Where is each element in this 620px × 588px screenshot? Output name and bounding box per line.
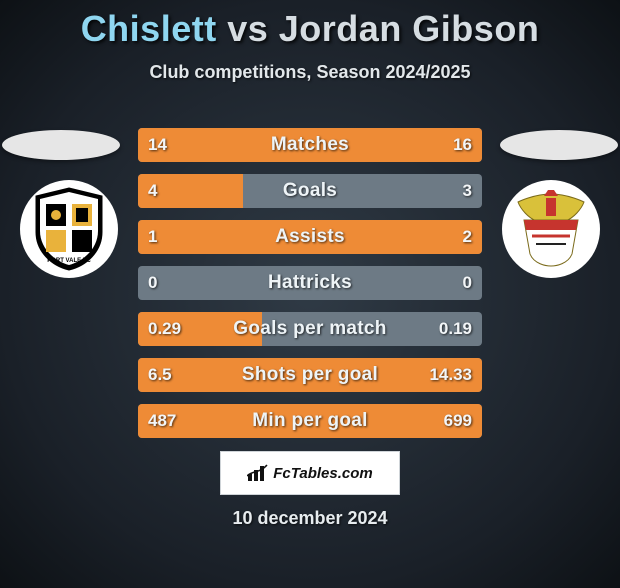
subtitle: Club competitions, Season 2024/2025 (0, 62, 620, 83)
player1-name: Chislett (81, 8, 217, 49)
club-badge-right (502, 180, 600, 278)
stat-label: Shots per goal (138, 358, 482, 392)
stat-row: 1416Matches (138, 128, 482, 162)
stat-row: 487699Min per goal (138, 404, 482, 438)
brand-box[interactable]: FcTables.com (220, 451, 400, 495)
brand-label: FcTables.com (273, 465, 372, 482)
comparison-title: Chislett vs Jordan Gibson (0, 8, 620, 50)
stat-label: Hattricks (138, 266, 482, 300)
player2-name: Jordan Gibson (279, 8, 540, 49)
shield-icon: PORT VALE FC (32, 186, 106, 272)
stat-row: 0.290.19Goals per match (138, 312, 482, 346)
stat-row: 12Assists (138, 220, 482, 254)
club-badge-left: PORT VALE FC (20, 180, 118, 278)
crest-icon (510, 188, 592, 270)
svg-text:PORT VALE FC: PORT VALE FC (47, 258, 91, 264)
player1-photo-placeholder (2, 130, 120, 160)
stat-label: Min per goal (138, 404, 482, 438)
stat-row: 6.514.33Shots per goal (138, 358, 482, 392)
stat-label: Goals (138, 174, 482, 208)
stats-table: 1416Matches 43Goals 12Assists 00Hattricks 0.… (138, 128, 482, 450)
stat-label: Assists (138, 220, 482, 254)
player2-photo-placeholder (500, 130, 618, 160)
bar-chart-icon (247, 464, 269, 482)
vs-label: vs (227, 8, 268, 49)
stat-label: Goals per match (138, 312, 482, 346)
stat-label: Matches (138, 128, 482, 162)
stat-row: 00Hattricks (138, 266, 482, 300)
stat-row: 43Goals (138, 174, 482, 208)
date-label: 10 december 2024 (0, 508, 620, 529)
